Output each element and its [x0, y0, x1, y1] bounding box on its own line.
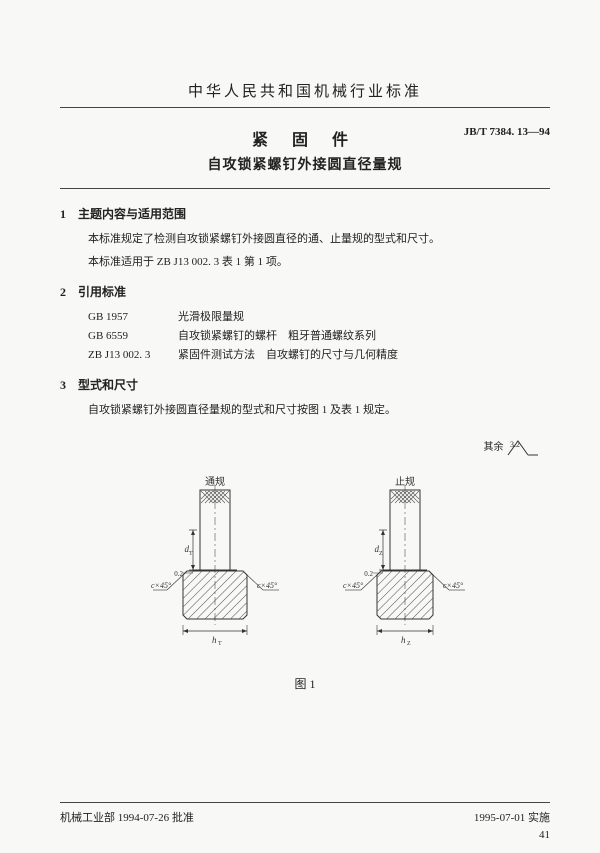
footer-approval: 机械工业部 1994-07-26 批准 [60, 809, 194, 825]
section-3-head: 3型式和尺寸 [60, 376, 550, 393]
section-2-title: 引用标准 [78, 285, 126, 299]
ref-code-0: GB 1957 [88, 308, 178, 327]
section-3-p1: 自攻锁紧螺钉外接圆直径量规的型式和尺寸按图 1 及表 1 规定。 [88, 401, 550, 420]
section-3-title: 型式和尺寸 [78, 378, 138, 392]
svg-text:c×45°: c×45° [443, 581, 464, 590]
svg-text:c×45°: c×45° [257, 581, 278, 590]
ref-code-2: ZB J13 002. 3 [88, 346, 178, 365]
gauge-go: 通规 [145, 475, 275, 655]
gauge-nogo: 止规 d [335, 475, 465, 655]
svg-text:h: h [212, 635, 217, 645]
svg-text:c×45°: c×45° [151, 581, 172, 590]
svg-text:Z: Z [379, 551, 383, 557]
page-number: 41 [539, 829, 550, 841]
surface-symbol-icon: 3.2 [506, 439, 540, 457]
ref-desc-1: 自攻锁紧螺钉的螺杆 粗牙普通螺纹系列 [178, 330, 376, 342]
ref-row-2: ZB J13 002. 3紧固件测试方法 自攻螺钉的尺寸与几何精度 [88, 346, 550, 365]
section-2-num: 2 [60, 285, 78, 300]
rule-top [60, 107, 550, 108]
section-1-p2: 本标准适用于 ZB J13 002. 3 表 1 第 1 项。 [88, 253, 550, 272]
ref-desc-0: 光滑极限量规 [178, 311, 244, 323]
svg-text:Z: Z [407, 641, 411, 647]
svg-text:0.2: 0.2 [364, 570, 373, 578]
svg-text:T: T [189, 551, 193, 557]
svg-text:T: T [218, 641, 222, 647]
svg-text:h: h [401, 635, 406, 645]
surface-note: 其余 3.2 [484, 438, 541, 457]
section-1-num: 1 [60, 207, 78, 222]
section-1-p1: 本标准规定了检测自攻锁紧螺钉外接圆直径的通、止量规的型式和尺寸。 [88, 230, 550, 249]
footer-effective: 1995-07-01 实施 [474, 809, 550, 825]
ref-code-1: GB 6559 [88, 327, 178, 346]
title-sub: 自攻锁紧螺钉外接圆直径量规 [60, 154, 550, 174]
ref-row-0: GB 1957光滑极限量规 [88, 308, 550, 327]
section-2-head: 2引用标准 [60, 283, 550, 300]
figure-1-diagrams: 通规 [60, 475, 550, 655]
org-header: 中华人民共和国机械行业标准 [60, 80, 550, 101]
svg-text:0.2: 0.2 [174, 570, 183, 578]
footer: 机械工业部 1994-07-26 批准 1995-07-01 实施 [60, 802, 550, 825]
section-1-head: 1主题内容与适用范围 [60, 205, 550, 222]
ref-row-1: GB 6559自攻锁紧螺钉的螺杆 粗牙普通螺纹系列 [88, 327, 550, 346]
ref-desc-2: 紧固件测试方法 自攻螺钉的尺寸与几何精度 [178, 349, 398, 361]
section-3-num: 3 [60, 378, 78, 393]
standard-code: JB/T 7384. 13—94 [464, 126, 550, 138]
surface-label: 其余 [484, 442, 504, 453]
rule-under-title [60, 188, 550, 189]
svg-text:c×45°: c×45° [343, 581, 364, 590]
figure-caption: 图 1 [60, 675, 550, 692]
section-1-title: 主题内容与适用范围 [78, 207, 186, 221]
